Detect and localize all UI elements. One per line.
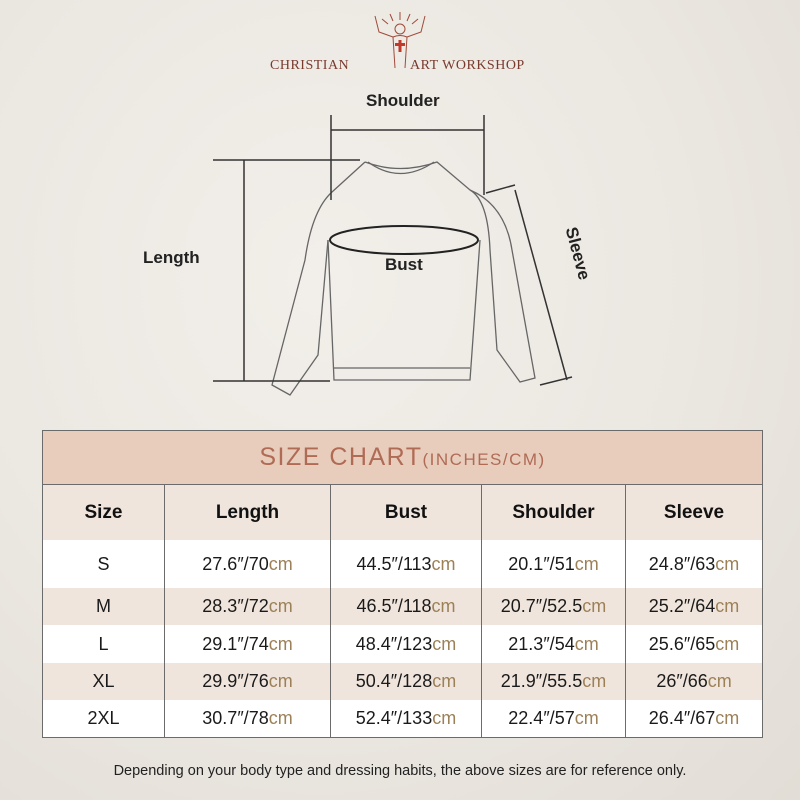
measure-value: 30.7″/78 [202, 707, 269, 728]
unit-cm: cm [715, 707, 740, 728]
measure-value: 20.1″/51 [508, 553, 575, 574]
measure-value: 26.4″/67 [648, 707, 716, 728]
unit-cm: cm [574, 707, 599, 728]
sweatshirt-outline-icon [271, 161, 536, 396]
measure-cell: 52.4″/133cm [330, 700, 482, 737]
measure-value: 27.6″/70 [202, 553, 269, 574]
size-cell: XL [42, 663, 165, 700]
measure-value: 29.9″/76 [202, 671, 269, 691]
measure-cell: 25.2″/64cm [624, 588, 763, 625]
jesus-cross-emblem-icon [374, 12, 426, 69]
measure-cell: 21.3″/54cm [481, 625, 626, 663]
unit-cm: cm [268, 707, 293, 728]
unit-cm: cm [432, 671, 457, 691]
measure-value: 28.3″/72 [202, 596, 269, 616]
header-bust: Bust [330, 484, 482, 540]
sweatshirt-diagram [213, 115, 573, 396]
measure-value: 50.4″/128 [355, 671, 433, 691]
measure-cell: 29.9″/76cm [164, 663, 331, 700]
header-size: Size [42, 484, 165, 540]
table-row: 2XL 30.7″/78cm 52.4″/133cm 22.4″/57cm 26.4″/… [42, 700, 763, 737]
table-row: L 29.1″/74cm 48.4″/123cm 21.3″/54cm 25.6″/65… [42, 625, 763, 663]
measure-cell: 50.4″/128cm [330, 663, 482, 700]
header-sleeve: Sleeve [624, 484, 763, 540]
size-chart-title: SIZE CHART(INCHES/CM) [41, 430, 764, 485]
brand-logo: CHRISTIAN ART WORKSHOP [260, 10, 540, 73]
unit-cm: cm [715, 553, 740, 574]
measure-cell: 27.6″/70cm [164, 540, 331, 588]
brand-left: CHRISTIAN [270, 58, 350, 73]
measure-value: 46.5″/118 [356, 596, 432, 616]
measure-value: 20.7″/52.5 [500, 596, 583, 616]
measure-value: 25.2″/64 [648, 596, 716, 616]
unit-cm: cm [268, 553, 293, 574]
unit-cm: cm [432, 633, 457, 654]
bust-line [329, 225, 479, 255]
size-cell: M [42, 588, 165, 625]
measure-value: 21.9″/55.5 [500, 671, 583, 691]
measure-value: 24.8″/63 [648, 553, 716, 574]
header-length: Length [164, 484, 331, 540]
measure-value: 44.5″/113 [356, 553, 432, 574]
measure-value: 22.4″/57 [508, 707, 575, 728]
unit-cm: cm [715, 633, 740, 654]
shoulder-label: Shoulder [366, 91, 440, 110]
unit-cm: cm [707, 671, 732, 691]
table-row: XL 29.9″/76cm 50.4″/128cm 21.9″/55.5cm 26″/6… [42, 663, 763, 700]
measure-cell: 30.7″/78cm [164, 700, 331, 737]
measure-value: 25.6″/65 [648, 633, 716, 654]
size-chart-table: SIZE CHART(INCHES/CM) Size Length Bust S… [41, 430, 764, 738]
measure-value: 21.3″/54 [508, 633, 575, 654]
unit-cm: cm [431, 553, 456, 574]
brand-right: ART WORKSHOP [410, 58, 525, 73]
measure-cell: 48.4″/123cm [330, 625, 482, 663]
measure-cell: 26.4″/67cm [624, 700, 763, 737]
bust-label: Bust [385, 255, 423, 274]
measure-value: 26″/66 [656, 671, 708, 691]
measure-value: 52.4″/133 [355, 707, 433, 728]
table-row: M 28.3″/72cm 46.5″/118cm 20.7″/52.5cm 25.2″/… [42, 588, 763, 625]
table-row: S 27.6″/70cm 44.5″/113cm 20.1″/51cm 24.8″/63… [42, 540, 763, 588]
unit-cm: cm [268, 671, 293, 691]
measure-cell: 29.1″/74cm [164, 625, 331, 663]
length-label: Length [143, 248, 200, 267]
measure-cell: 46.5″/118cm [330, 588, 482, 625]
unit-cm: cm [582, 671, 607, 691]
header-shoulder: Shoulder [481, 484, 626, 540]
unit-cm: cm [432, 707, 457, 728]
unit-cm: cm [574, 553, 599, 574]
measure-cell: 44.5″/113cm [330, 540, 482, 588]
measure-cell: 25.6″/65cm [624, 625, 763, 663]
measure-value: 29.1″/74 [202, 633, 269, 654]
measure-cell: 20.1″/51cm [481, 540, 626, 588]
reference-note: Depending on your body type and dressing… [113, 763, 687, 779]
unit-cm: cm [268, 596, 293, 616]
measure-value: 48.4″/123 [355, 633, 433, 654]
unit-cm: cm [582, 596, 607, 616]
measure-cell: 24.8″/63cm [624, 540, 763, 588]
measure-lines [213, 115, 573, 386]
size-cell: 2XL [42, 700, 165, 737]
unit-cm: cm [268, 633, 293, 654]
measure-cell: 22.4″/57cm [481, 700, 626, 737]
size-cell: S [42, 540, 165, 588]
measure-cell: 21.9″/55.5cm [481, 663, 626, 700]
measure-cell: 26″/66cm [624, 663, 763, 700]
measure-cell: 28.3″/72cm [164, 588, 331, 625]
unit-cm: cm [431, 596, 456, 616]
unit-cm: cm [715, 596, 740, 616]
size-cell: L [42, 625, 165, 663]
measure-cell: 20.7″/52.5cm [481, 588, 626, 625]
unit-cm: cm [574, 633, 599, 654]
